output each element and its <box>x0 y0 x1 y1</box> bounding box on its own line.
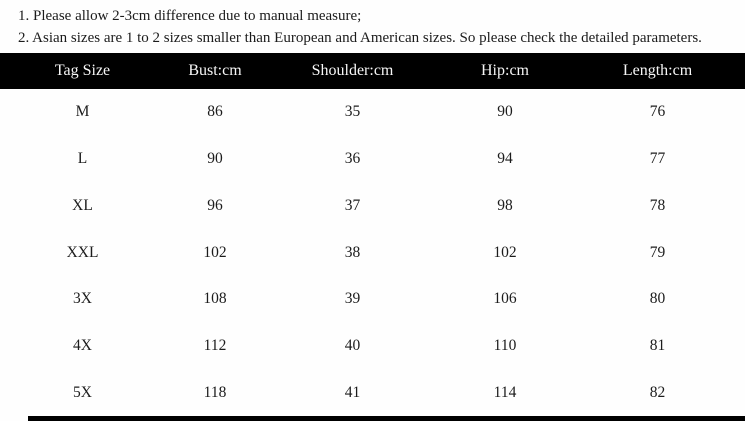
cell-hip: 90 <box>497 103 513 121</box>
cell-bust: 112 <box>203 336 227 354</box>
cell-length: 76 <box>649 103 666 121</box>
cell-bust: 118 <box>203 383 227 401</box>
table-header-row: Tag Size Bust:cm Shoulder:cm Hip:cm Leng… <box>0 53 745 89</box>
header-cell-tag-size: Tag Size <box>54 62 111 79</box>
cell-shoulder: 41 <box>344 383 361 401</box>
cell-hip: 98 <box>497 196 513 214</box>
cell-shoulder: 39 <box>344 290 361 308</box>
cell-hip: 102 <box>493 243 517 261</box>
cell-length: 81 <box>649 336 666 354</box>
cell-shoulder: 36 <box>344 150 361 168</box>
table-row-l: L 90 36 94 77 <box>0 136 745 183</box>
table-row-3x: 3X 108 39 106 80 <box>0 276 745 323</box>
cell-bust: 108 <box>203 290 227 308</box>
table-body: M 86 35 90 76 L 90 36 94 77 XL 96 37 98 … <box>0 89 745 416</box>
bottom-divider-bar <box>28 416 745 421</box>
cell-bust: 86 <box>207 103 223 121</box>
cell-size: XXL <box>66 243 99 261</box>
table-row-4x: 4X 112 40 110 81 <box>0 323 745 370</box>
cell-size: 5X <box>73 383 92 401</box>
measurement-notes: 1. Please allow 2-3cm difference due to … <box>0 0 745 53</box>
cell-bust: 96 <box>207 196 223 214</box>
table-row-5x: 5X 118 41 114 82 <box>0 369 745 416</box>
cell-bust: 102 <box>203 243 227 261</box>
note-line-2: 2. Asian sizes are 1 to 2 sizes smaller … <box>18 30 702 46</box>
header-cell-shoulder: Shoulder:cm <box>311 62 394 79</box>
cell-bust: 90 <box>207 150 223 168</box>
cell-size: 3X <box>73 290 92 308</box>
cell-size: L <box>77 150 88 168</box>
cell-shoulder: 40 <box>344 336 361 354</box>
table-row-xl: XL 96 37 98 78 <box>0 182 745 229</box>
cell-length: 77 <box>649 150 666 168</box>
cell-length: 80 <box>649 290 666 308</box>
cell-size: 4X <box>73 336 92 354</box>
table-row-xxl: XXL 102 38 102 79 <box>0 229 745 276</box>
cell-shoulder: 37 <box>344 196 361 214</box>
cell-length: 79 <box>649 243 666 261</box>
cell-hip: 94 <box>497 150 513 168</box>
header-cell-hip: Hip:cm <box>481 62 529 79</box>
cell-length: 82 <box>649 383 666 401</box>
cell-size: XL <box>72 196 93 214</box>
cell-hip: 110 <box>493 336 517 354</box>
cell-size: M <box>75 103 90 121</box>
cell-shoulder: 35 <box>344 103 361 121</box>
note-line-1: 1. Please allow 2-3cm difference due to … <box>18 8 362 24</box>
cell-shoulder: 38 <box>344 243 361 261</box>
table-row-m: M 86 35 90 76 <box>0 89 745 136</box>
cell-hip: 106 <box>493 290 517 308</box>
header-cell-length: Length:cm <box>622 62 693 79</box>
cell-length: 78 <box>649 196 666 214</box>
header-cell-bust: Bust:cm <box>188 62 242 79</box>
size-table: Tag Size Bust:cm Shoulder:cm Hip:cm Leng… <box>0 53 745 416</box>
cell-hip: 114 <box>493 383 517 401</box>
